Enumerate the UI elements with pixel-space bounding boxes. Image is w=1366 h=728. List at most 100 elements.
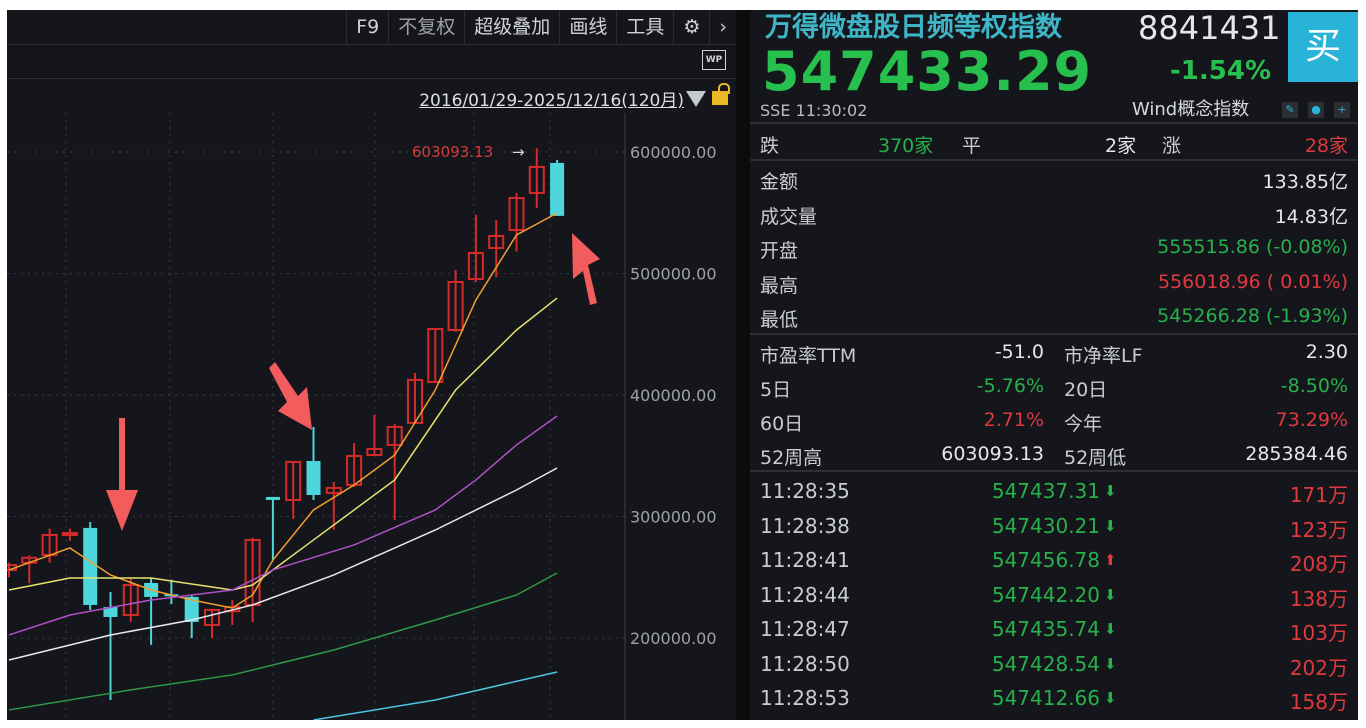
candle-body — [447, 281, 464, 331]
candle-body — [103, 607, 118, 617]
candle-body — [508, 197, 525, 232]
stat-value: 14.83亿 — [1274, 205, 1348, 228]
plus-icon[interactable]: + — [1334, 102, 1350, 118]
tick-time: 11:28:41 — [760, 548, 850, 572]
tick-volume: 202万 — [1289, 655, 1348, 680]
concept-link[interactable]: Wind概念指数 — [1132, 99, 1250, 120]
breadth-row: 跌 370家 平 2家 涨 28家 — [750, 126, 1358, 160]
draw-button[interactable]: 画线 — [559, 10, 616, 44]
tick-volume: 138万 — [1289, 586, 1348, 611]
index-code: 8841431 — [1138, 10, 1281, 47]
y-tick-label: 300000.00 — [630, 508, 717, 527]
y-tick-label: 600000.00 — [630, 143, 717, 162]
index-name: 万得微盘股日频等权指数 — [765, 12, 1062, 43]
moving-average-line — [8, 415, 558, 636]
moving-average-line — [8, 297, 558, 591]
stat-label: 开盘 — [760, 240, 799, 262]
y-tick-label: 400000.00 — [630, 386, 717, 405]
arrow-down-icon: ⬇ — [1104, 585, 1117, 604]
chevron-right-icon[interactable]: › — [709, 10, 736, 44]
down-label: 跌 — [760, 135, 780, 157]
tick-volume: 103万 — [1289, 621, 1348, 645]
date-range-link[interactable]: 2016/01/29-2025/12/16(120月) — [419, 91, 684, 111]
stat-row: 最高 556018.96 ( 0.01%) — [750, 266, 1358, 300]
tick-price: 547412.66 — [991, 686, 1100, 710]
metric-label: 今年 — [1064, 413, 1103, 435]
candlestick-chart[interactable]: 600000.00 500000.00 400000.00 300000.00 2000… — [7, 113, 736, 720]
no-adjust-button[interactable]: 不复权 — [388, 10, 464, 44]
metric-label: 市盈率TTM — [760, 345, 857, 367]
bell-icon[interactable]: ● — [1308, 102, 1324, 118]
buy-button[interactable]: 买 — [1288, 12, 1358, 82]
arrow-down-icon: ⬇ — [1104, 654, 1117, 673]
stat-row: 开盘 555515.86 (-0.08%) — [750, 231, 1358, 265]
annotation-arrow-down-icon — [106, 418, 138, 531]
tools-button[interactable]: 工具 — [616, 10, 673, 44]
candle-body — [83, 527, 98, 605]
tick-volume: 208万 — [1289, 552, 1348, 576]
moving-average-line — [8, 467, 558, 661]
metric-value: 603093.13 — [941, 443, 1044, 465]
tick-row: 11:28:47 547435.74 ⬇ 103万 — [750, 612, 1358, 646]
arrow-up-icon: ⬆ — [1104, 551, 1117, 569]
y-tick-label: 500000.00 — [630, 265, 717, 284]
candle-body — [550, 162, 565, 216]
tick-price: 547456.78 — [991, 548, 1100, 572]
tick-time: 11:28:47 — [760, 617, 850, 641]
y-tick-label: 200000.00 — [630, 629, 717, 648]
stat-value: 545266.28 (-1.93%) — [1157, 305, 1348, 327]
moving-average-line — [8, 212, 558, 609]
stat-value: 555515.86 (-0.08%) — [1157, 236, 1348, 258]
tick-row: 11:28:41 547456.78 ⬆ 208万 — [750, 543, 1358, 577]
tick-price: 547437.31 — [991, 479, 1100, 503]
flat-label: 平 — [962, 135, 982, 157]
down-count: 370家 — [878, 135, 934, 157]
metric-label: 60日 — [760, 413, 804, 435]
annotation-arrow-up-left-icon — [572, 233, 600, 305]
last-price: 547433.29 — [762, 40, 1093, 103]
unlock-icon[interactable] — [712, 83, 730, 105]
metric-label: 52周高 — [760, 447, 823, 469]
f9-button[interactable]: F9 — [346, 10, 388, 44]
tick-time: 11:28:44 — [760, 582, 850, 607]
up-label: 涨 — [1162, 135, 1182, 157]
tick-time: 11:28:53 — [760, 686, 850, 710]
metric-row: 60日 2.71% 今年 73.29% — [750, 404, 1358, 438]
stat-value: 133.85亿 — [1262, 171, 1348, 193]
stat-value: 556018.96 ( 0.01%) — [1157, 270, 1348, 293]
metric-value: -5.76% — [976, 375, 1044, 397]
tick-row: 11:28:53 547412.66 ⬇ 158万 — [750, 681, 1358, 715]
arrow-down-icon: ⬇ — [1104, 516, 1117, 535]
wp-icon[interactable]: WP — [702, 50, 726, 70]
tick-time: 11:28:35 — [760, 479, 850, 503]
moving-average-line — [8, 572, 558, 711]
quote-panel: 万得微盘股日频等权指数 8841431 买 547433.29 -1.54% S… — [750, 10, 1358, 720]
metric-label: 5日 — [760, 379, 792, 401]
chart-toolbar: F9 不复权 超级叠加 画线 工具 ⚙ › — [346, 10, 736, 44]
candle-body — [122, 584, 139, 617]
tick-price: 547442.20 — [991, 582, 1100, 607]
metric-value: 2.71% — [983, 409, 1044, 431]
gear-icon[interactable]: ⚙ — [673, 10, 709, 44]
edit-icon[interactable]: ✎ — [1282, 102, 1298, 118]
high-arrow-icon: → — [512, 143, 525, 161]
candle-body — [386, 425, 403, 446]
panel-divider[interactable] — [736, 10, 750, 720]
dropdown-triangle-icon[interactable] — [686, 91, 706, 107]
metric-row: 52周高 603093.13 52周低 285384.46 — [750, 438, 1358, 472]
tick-row: 11:28:44 547442.20 ⬇ 138万 — [750, 578, 1358, 612]
tick-price: 547435.74 — [991, 617, 1100, 641]
candle-body — [265, 496, 280, 500]
metric-value: 73.29% — [1275, 409, 1348, 431]
kline-panel: F9 不复权 超级叠加 画线 工具 ⚙ › WP 2016/01/29-2025… — [7, 10, 736, 720]
stat-label: 金额 — [760, 171, 799, 193]
stat-label: 成交量 — [760, 205, 818, 228]
candle-body — [285, 460, 302, 501]
candle-body — [366, 447, 383, 457]
overlay-button[interactable]: 超级叠加 — [464, 10, 559, 44]
metric-value: 2.30 — [1305, 341, 1348, 363]
flat-count: 2家 — [1105, 135, 1137, 157]
metric-value: -8.50% — [1280, 375, 1348, 397]
tick-time: 11:28:38 — [760, 513, 850, 538]
high-price-label: 603093.13 — [412, 143, 493, 161]
